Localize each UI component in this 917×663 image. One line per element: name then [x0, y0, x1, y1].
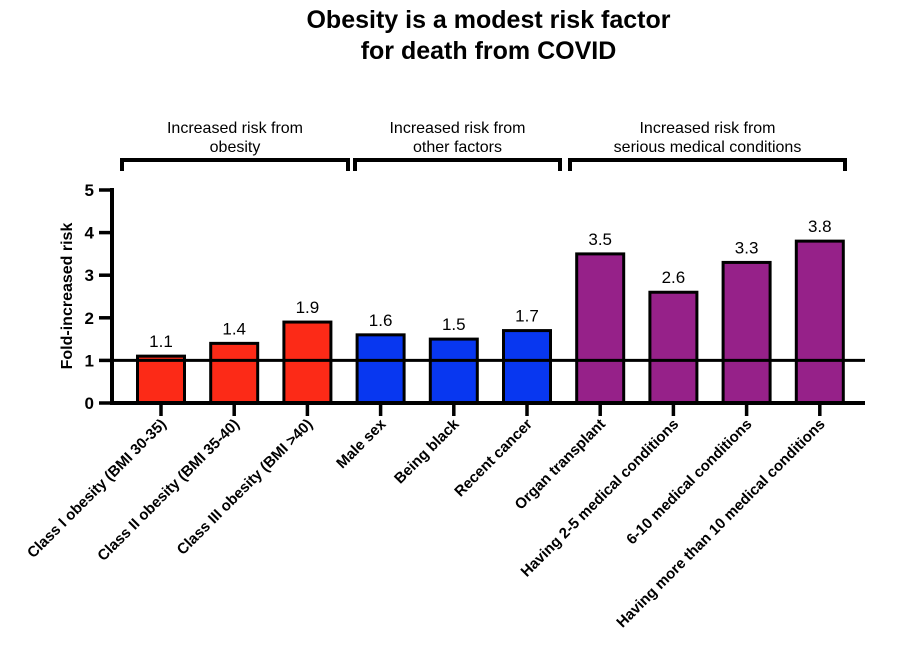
y-tick-label: 0	[85, 394, 94, 413]
bar	[209, 341, 260, 405]
x-axis-label: 6-10 medical conditions	[623, 416, 755, 548]
bar-value-label: 1.9	[296, 298, 320, 317]
bar	[794, 239, 845, 405]
bar	[428, 337, 479, 405]
bar-value-label: 3.5	[588, 230, 612, 249]
bar	[502, 329, 552, 405]
bar-value-label: 1.5	[442, 315, 466, 334]
x-axis-label: Class III obesity (BMI >40)	[174, 416, 317, 559]
bar-value-label: 1.4	[222, 319, 246, 338]
group-label-line-2: other factors	[413, 139, 502, 156]
bar	[721, 260, 772, 405]
bar-value-label: 1.7	[515, 307, 539, 326]
group-bracket	[120, 158, 350, 171]
group-label-line-1: Increased risk from	[389, 120, 525, 137]
bar-value-label: 2.6	[662, 268, 686, 287]
y-tick-label: 3	[85, 266, 94, 285]
x-axis-label: Male sex	[333, 415, 390, 472]
bar-value-label: 3.8	[808, 217, 832, 236]
bar	[355, 333, 406, 405]
y-tick-label: 4	[85, 224, 95, 243]
group-bracket	[568, 158, 847, 171]
y-tick-label: 5	[85, 181, 94, 200]
bar	[648, 290, 699, 405]
bar	[282, 320, 333, 405]
group-label-line-1: Increased risk from	[639, 120, 775, 137]
chart-title-line-1: Obesity is a modest risk factor	[306, 6, 671, 34]
bar-value-label: 3.3	[735, 238, 759, 257]
bar	[575, 252, 626, 405]
bar	[136, 354, 186, 405]
y-tick-label: 2	[85, 309, 94, 328]
x-axis-label: Class I obesity (BMI 30-35)	[24, 416, 170, 562]
group-label-line-2: serious medical conditions	[614, 139, 802, 156]
x-axis-label: Having 2-5 medical conditions	[518, 416, 683, 581]
y-axis-title: Fold-increased risk	[59, 223, 76, 370]
bar-value-label: 1.6	[369, 311, 393, 330]
bar-value-label: 1.1	[149, 332, 173, 351]
group-label-line-2: obesity	[210, 139, 261, 156]
chart-title-line-2: for death from COVID	[360, 37, 617, 65]
chart-title: Obesity is a modest risk factor for deat…	[60, 5, 917, 67]
group-bracket	[353, 158, 562, 171]
x-axis-label: Recent cancer	[451, 416, 536, 501]
x-axis-label: Being black	[391, 415, 463, 487]
group-label-line-1: Increased risk from	[167, 120, 303, 137]
y-tick-label: 1	[85, 351, 94, 370]
x-axis-label: Class II obesity (BMI 35-40)	[94, 416, 243, 565]
